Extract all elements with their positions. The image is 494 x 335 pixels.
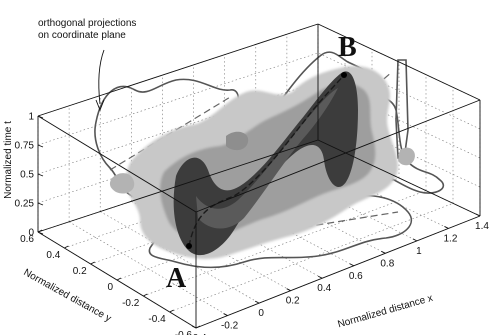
y-tick bbox=[64, 245, 69, 249]
x-tick bbox=[444, 226, 449, 229]
y-tick-label: -0.2 bbox=[122, 298, 140, 309]
x-tick bbox=[191, 325, 197, 329]
grid-floor-y bbox=[169, 203, 454, 313]
y-tick-label: 0.6 bbox=[20, 234, 34, 245]
frame-edge bbox=[195, 215, 481, 329]
annotation-line: on coordinate plane bbox=[38, 30, 126, 41]
annotation-line: orthogonal projections bbox=[38, 18, 136, 29]
frame-edge bbox=[37, 139, 319, 233]
grid-floor-x bbox=[100, 211, 260, 304]
x-tick-label: 1.2 bbox=[443, 233, 457, 244]
x-tick bbox=[412, 238, 418, 242]
y-axis-label: Normalized distance y bbox=[22, 267, 113, 324]
y-tick bbox=[116, 277, 122, 281]
x-tick bbox=[381, 250, 386, 254]
y-tick bbox=[143, 293, 148, 297]
y-tick bbox=[169, 309, 174, 313]
point-b-label: B bbox=[338, 32, 357, 63]
y-tick bbox=[90, 261, 95, 265]
z-tick-label: 0.75 bbox=[15, 141, 35, 152]
cloud-patch-1 bbox=[109, 173, 135, 194]
z-tick bbox=[37, 202, 44, 206]
frame-edge bbox=[37, 23, 319, 117]
point-a: A bbox=[166, 243, 192, 294]
z-tick-label: 0.5 bbox=[20, 170, 34, 181]
x-tick-label: 0.8 bbox=[380, 258, 394, 269]
z-tick bbox=[37, 231, 44, 235]
annotation-arrowhead bbox=[95, 99, 105, 112]
x-tick-label: -0.2 bbox=[221, 321, 239, 332]
x-tick bbox=[254, 300, 260, 304]
z-tick bbox=[37, 144, 44, 148]
y-tick bbox=[195, 325, 201, 329]
cloud-patch-2 bbox=[398, 147, 415, 166]
x-tick bbox=[318, 275, 323, 279]
y-tick bbox=[37, 229, 43, 233]
y-tick-label: 0.2 bbox=[73, 266, 87, 277]
x-axis-label: Normalized distance x bbox=[337, 293, 435, 331]
point-b: B bbox=[338, 32, 357, 78]
projection-xt-inner bbox=[395, 59, 409, 162]
z-tick bbox=[37, 115, 44, 119]
annotation-text: orthogonal projections on coordinate plan… bbox=[38, 18, 136, 41]
z-tick-label: 0 bbox=[28, 228, 34, 239]
z-tick bbox=[37, 173, 44, 177]
y-tick-label: -0.6 bbox=[175, 330, 193, 335]
trajectory-core bbox=[173, 71, 358, 256]
point-b-marker bbox=[341, 72, 347, 78]
cloud-patch-3 bbox=[226, 131, 249, 151]
y-tick-label: 0.4 bbox=[46, 250, 60, 261]
z-axis-ticks: 0 0.25 0.5 0.75 1 bbox=[15, 112, 44, 239]
core-highlight bbox=[196, 88, 338, 229]
x-tick bbox=[223, 313, 228, 316]
isosurface-cloud bbox=[109, 66, 415, 259]
z-axis-label: Normalized time t bbox=[3, 121, 14, 199]
y-tick-label: -0.4 bbox=[148, 314, 166, 325]
x-tick-label: 0 bbox=[258, 308, 264, 319]
frame-edge bbox=[195, 99, 481, 213]
frame-edge bbox=[37, 115, 197, 213]
x-tick bbox=[475, 213, 481, 217]
x-axis-ticks: -0.4 -0.2 0 0.2 0.4 0.6 0.8 1 1.2 1.4 bbox=[189, 213, 489, 335]
point-a-label: A bbox=[166, 263, 187, 294]
x-tick-label: 1 bbox=[416, 246, 422, 257]
frame-edge bbox=[317, 23, 481, 101]
x-tick bbox=[286, 288, 291, 292]
x-tick-label: 1.4 bbox=[475, 221, 489, 232]
x-tick-label: -0.4 bbox=[189, 333, 207, 335]
projection-annotation: orthogonal projections on coordinate plan… bbox=[38, 18, 136, 112]
point-a-marker bbox=[186, 243, 192, 249]
y-tick-label: 0 bbox=[107, 282, 113, 293]
x-tick-label: 0.4 bbox=[317, 283, 331, 294]
frame-edge bbox=[317, 139, 481, 217]
x-tick-label: 0.2 bbox=[286, 296, 300, 307]
x-tick-label: 0.6 bbox=[349, 271, 363, 282]
z-tick-label: 0.25 bbox=[15, 199, 35, 210]
x-tick bbox=[349, 263, 354, 267]
annotation-arrow bbox=[98, 49, 105, 105]
trajectory-centerline bbox=[188, 74, 345, 247]
y-axis-ticks: -0.6 -0.4 -0.2 0 0.2 0.4 0.6 bbox=[20, 229, 201, 335]
z-tick-label: 1 bbox=[28, 112, 34, 123]
